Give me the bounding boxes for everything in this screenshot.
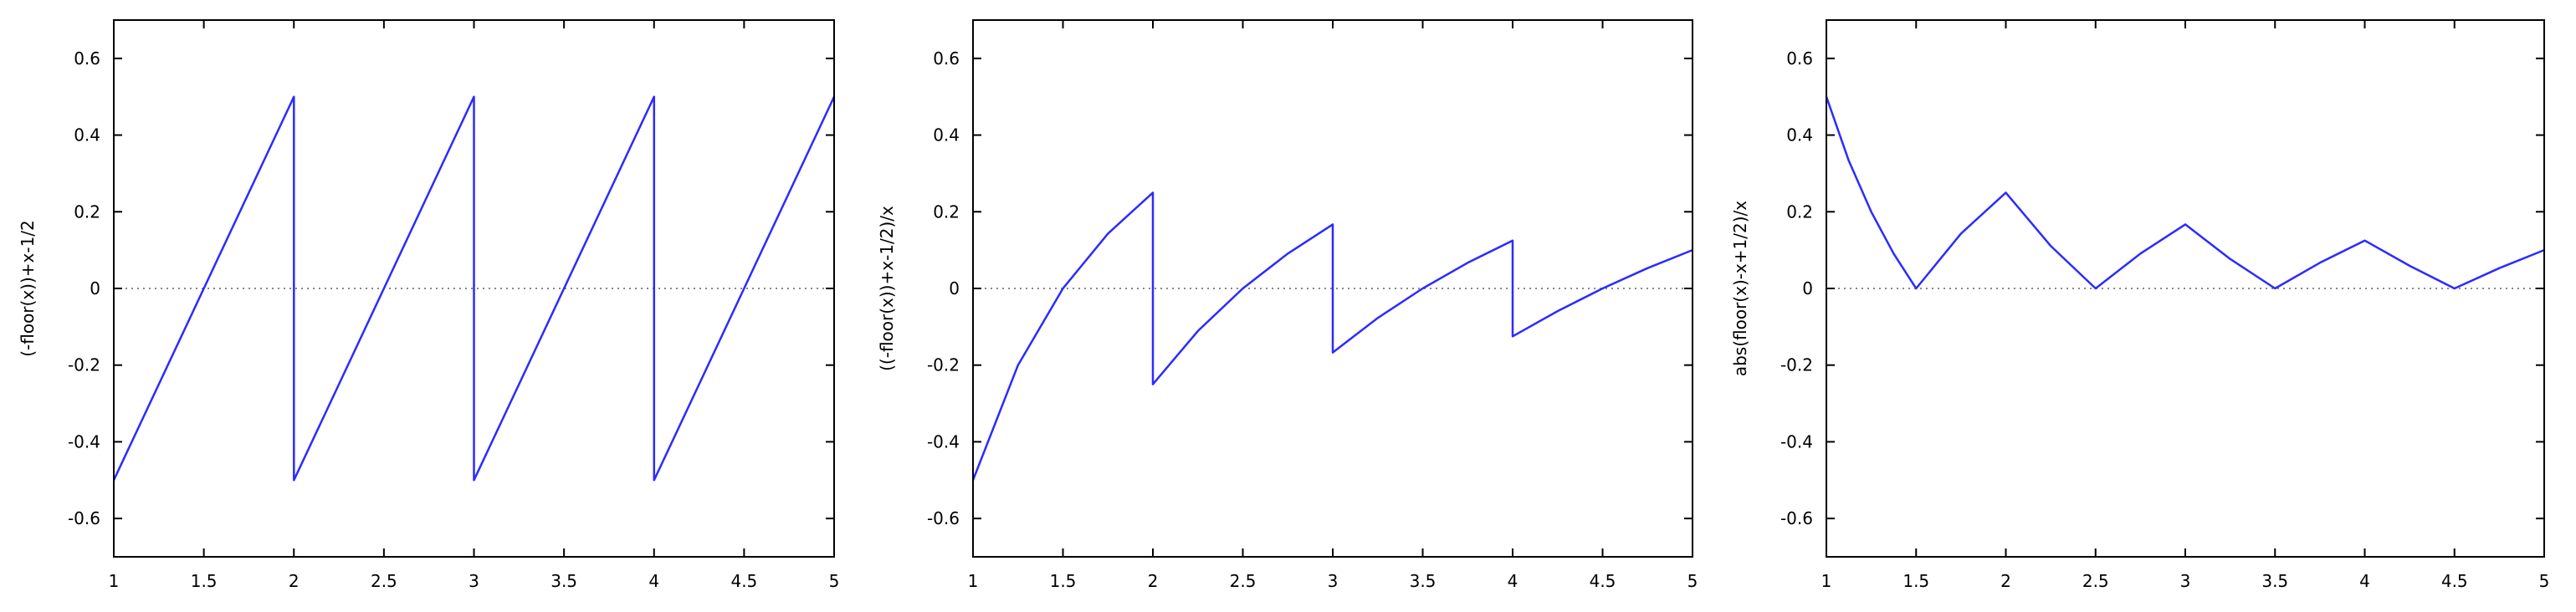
- y-axis-label: abs(floor(x)-x+1/2)/x: [1730, 201, 1750, 376]
- series-line: [971, 191, 1693, 481]
- x-tick-label: 4.5: [730, 571, 757, 591]
- y-tick-label: 0.2: [1786, 201, 1813, 222]
- x-tick-label: 5: [2539, 571, 2550, 591]
- y-tick-label: 0.6: [74, 48, 100, 69]
- chart-2: -0.6 -0.4 -0.2 0 0.2 0.4 0.6 1 1.5 2 2.5 3 3.5 4 4.5 5 (…: [877, 19, 1698, 591]
- y-tick-label: -0.2: [68, 355, 100, 375]
- y-tick-label: 0.4: [1786, 125, 1813, 145]
- y-tick-label: 0.4: [933, 125, 960, 145]
- y-tick-label: 0: [90, 278, 100, 298]
- y-tick-label: 0: [1802, 278, 1813, 298]
- y-tick-label: 0.4: [74, 125, 100, 145]
- plot-frame: [113, 19, 835, 558]
- y-tick-label: -0.2: [1780, 355, 1813, 375]
- x-tick-label: 5: [829, 571, 840, 591]
- y-tick-label: 0.6: [933, 48, 960, 69]
- x-tick-label: 1: [1821, 571, 1832, 591]
- x-tick-label: 4: [1508, 571, 1518, 591]
- chart-3: -0.6 -0.4 -0.2 0 0.2 0.4 0.6 1 1.5 2 2.5 3 3.5 4 4.5 5 a…: [1730, 19, 2550, 591]
- y-tick-label: 0.2: [74, 201, 100, 222]
- x-tick-label: 2: [289, 571, 300, 591]
- y-tick-label: -0.2: [927, 355, 960, 375]
- x-tick-label: 1.5: [191, 571, 218, 591]
- x-tick-label: 4: [2359, 571, 2370, 591]
- x-tick-label: 2.5: [1230, 571, 1257, 591]
- y-axis-label: ((-floor(x))+x-1/2)/x: [877, 206, 897, 371]
- x-tick-label: 1: [109, 571, 120, 591]
- x-tick-label: 1.5: [1903, 571, 1929, 591]
- x-tick-label: 4: [648, 571, 659, 591]
- x-tick-label: 1: [968, 571, 979, 591]
- plot-frame: [972, 19, 1693, 558]
- x-tick-label: 3: [1328, 571, 1339, 591]
- plot-frame: [1826, 19, 2545, 558]
- x-tick-label: 3.5: [551, 571, 577, 591]
- x-tick-label: 3: [469, 571, 479, 591]
- y-tick-label: -0.6: [1780, 508, 1813, 528]
- y-tick-label: 0.2: [933, 201, 960, 222]
- chart-1: -0.6 -0.4 -0.2 0 0.2 0.4 0.6 1 1.5 2 2.5 3 3.5 4 4.5 5 (…: [18, 19, 840, 591]
- y-tick-label: -0.6: [68, 508, 100, 528]
- x-tick-label: 2.5: [371, 571, 397, 591]
- series-line: [112, 95, 836, 482]
- x-tick-label: 2: [1148, 571, 1159, 591]
- series-line: [1825, 96, 2545, 290]
- x-tick-label: 3.5: [1410, 571, 1437, 591]
- y-tick-label: -0.6: [927, 508, 960, 528]
- x-tick-label: 2: [2000, 571, 2011, 591]
- y-tick-label: -0.4: [1780, 431, 1813, 451]
- x-tick-label: 5: [1687, 571, 1698, 591]
- y-tick-label: 0: [949, 278, 960, 298]
- y-axis-label: (-floor(x))+x-1/2: [18, 220, 38, 357]
- x-tick-label: 2.5: [2082, 571, 2109, 591]
- x-tick-label: 3.5: [2261, 571, 2288, 591]
- y-tick-label: -0.4: [68, 431, 100, 451]
- x-tick-label: 4.5: [1590, 571, 1616, 591]
- x-tick-label: 4.5: [2441, 571, 2468, 591]
- x-tick-label: 1.5: [1050, 571, 1077, 591]
- y-tick-label: -0.4: [927, 431, 960, 451]
- x-tick-label: 3: [2180, 571, 2191, 591]
- y-tick-label: 0.6: [1786, 48, 1813, 69]
